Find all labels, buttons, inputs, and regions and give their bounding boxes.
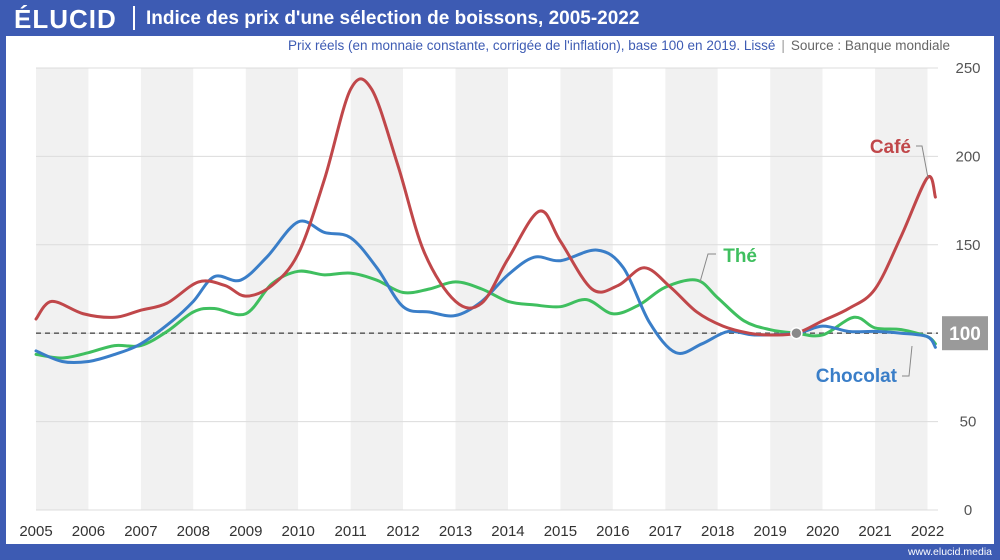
x-tick-label: 2013 <box>439 523 472 540</box>
leader-line-the <box>699 253 716 283</box>
series-label-the: Thé <box>723 246 757 267</box>
year-band <box>927 68 938 510</box>
source-text: Source : Banque mondiale <box>790 38 950 53</box>
axis-labels: 0 50 150 200 250 2005 2006 2007 2008 2009 2010 2011… <box>19 60 980 540</box>
year-band <box>88 68 141 510</box>
year-band <box>298 68 351 510</box>
year-band <box>560 68 613 510</box>
x-tick-label: 2020 <box>806 523 839 540</box>
brand-separator <box>133 6 135 30</box>
page-title: Indice des prix d'une sélection de boiss… <box>146 8 640 29</box>
chart-marks: Café Thé Chocolat <box>699 137 929 387</box>
year-band <box>822 68 876 510</box>
y-tick-label: 0 <box>964 502 972 519</box>
x-tick-label: 2011 <box>335 523 367 540</box>
x-tick-label: 2021 <box>858 523 891 540</box>
year-band <box>612 68 666 510</box>
x-tick-label: 2006 <box>72 523 105 540</box>
x-tick-label: 2005 <box>19 523 52 540</box>
grid-lines <box>36 67 938 511</box>
y-tick-label: 50 <box>960 414 977 431</box>
footer-url: www.elucid.media <box>907 546 992 558</box>
x-tick-label: 2009 <box>229 523 262 540</box>
x-tick-label: 2022 <box>911 523 944 540</box>
series-label-chocolat: Chocolat <box>816 366 898 387</box>
x-tick-label: 2012 <box>386 523 419 540</box>
x-tick-label: 2008 <box>177 523 210 540</box>
x-tick-label: 2014 <box>491 523 524 540</box>
subtitle-separator: | <box>781 38 785 53</box>
x-tick-label: 2015 <box>544 523 577 540</box>
x-tick-label: 2007 <box>124 523 157 540</box>
subtitle-text: Prix réels (en monnaie constante, corrig… <box>288 38 776 53</box>
series-label-cafe: Café <box>870 137 911 158</box>
base-point-marker <box>790 326 803 340</box>
header-bar: ÉLUCID Indice des prix d'une sélection d… <box>0 0 1000 36</box>
year-band <box>770 68 823 510</box>
y-tick-label: 200 <box>955 148 980 165</box>
x-tick-label: 2010 <box>282 523 315 540</box>
year-band <box>507 68 561 510</box>
reference-label: 100 <box>949 324 981 345</box>
brand-logo: ÉLUCID <box>14 4 117 34</box>
x-tick-label: 2018 <box>701 523 734 540</box>
year-band <box>36 68 89 510</box>
y-tick-label: 150 <box>955 237 980 254</box>
x-tick-label: 2019 <box>753 523 786 540</box>
reference-badge <box>942 316 988 351</box>
year-band <box>875 68 928 510</box>
x-tick-label: 2016 <box>596 523 629 540</box>
year-band <box>245 68 299 510</box>
year-band <box>717 68 771 510</box>
year-bands <box>36 68 938 510</box>
leader-line-cafe <box>916 145 929 179</box>
leader-line-chocolat <box>902 345 913 377</box>
x-tick-label: 2017 <box>649 523 682 540</box>
y-tick-label: 250 <box>955 60 980 77</box>
chart-subtitle: Prix réels (en monnaie constante, corrig… <box>288 38 950 53</box>
